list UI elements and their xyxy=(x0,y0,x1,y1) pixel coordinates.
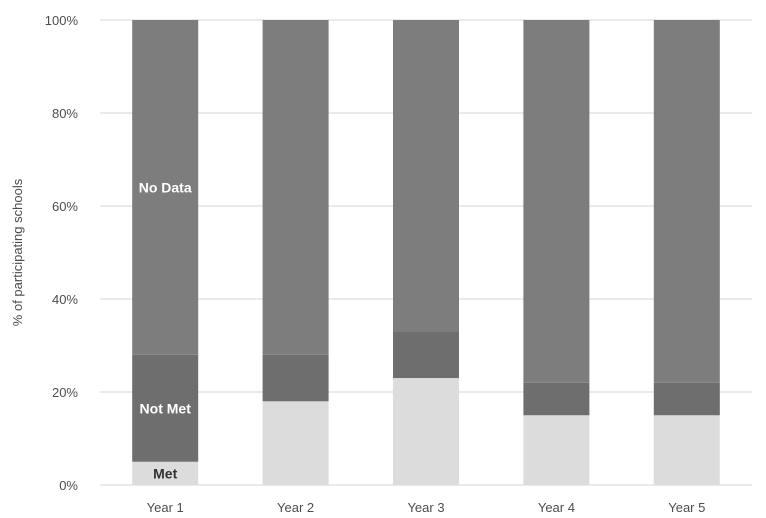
x-tick-label: Year 1 xyxy=(147,500,184,515)
x-tick-label: Year 5 xyxy=(668,500,705,515)
bar-segment-not-met xyxy=(523,382,590,416)
y-axis-ticks: 0% 20% 40% 60% 80% 100% xyxy=(45,13,79,493)
y-tick-label: 100% xyxy=(45,13,79,28)
bars xyxy=(132,20,720,485)
bar-segment-no-data xyxy=(523,20,590,383)
segment-label-met: Met xyxy=(153,465,177,481)
bar-segment-met xyxy=(653,415,720,485)
bar-segment-not-met xyxy=(262,354,329,402)
y-tick-label: 80% xyxy=(52,106,78,121)
bar-segment-not-met xyxy=(132,354,199,462)
bar-segment-no-data xyxy=(132,20,199,355)
bar-segment-no-data xyxy=(393,20,459,332)
bar-segment-not-met xyxy=(653,382,720,416)
x-tick-label: Year 4 xyxy=(538,500,575,515)
bar-segment-met xyxy=(523,415,590,485)
segment-labels: Met Not Met No Data xyxy=(139,179,192,481)
segment-label-not-met: Not Met xyxy=(140,400,192,416)
bar-segment-met xyxy=(262,401,329,485)
y-axis-title: % of participating schools xyxy=(10,178,25,326)
x-axis-ticks: Year 1 Year 2 Year 3 Year 4 Year 5 xyxy=(147,500,706,515)
y-tick-label: 20% xyxy=(52,385,78,400)
y-tick-label: 0% xyxy=(59,478,78,493)
bar-segment-met xyxy=(393,378,459,485)
bar-segment-no-data xyxy=(262,20,329,355)
bar-segment-met xyxy=(132,461,199,485)
x-tick-label: Year 2 xyxy=(277,500,314,515)
y-tick-label: 60% xyxy=(52,199,78,214)
y-tick-label: 40% xyxy=(52,292,78,307)
bar-segment-no-data xyxy=(653,20,720,383)
bar-segment-not-met xyxy=(393,331,459,379)
segment-label-no-data: No Data xyxy=(139,179,192,195)
x-tick-label: Year 3 xyxy=(407,500,444,515)
